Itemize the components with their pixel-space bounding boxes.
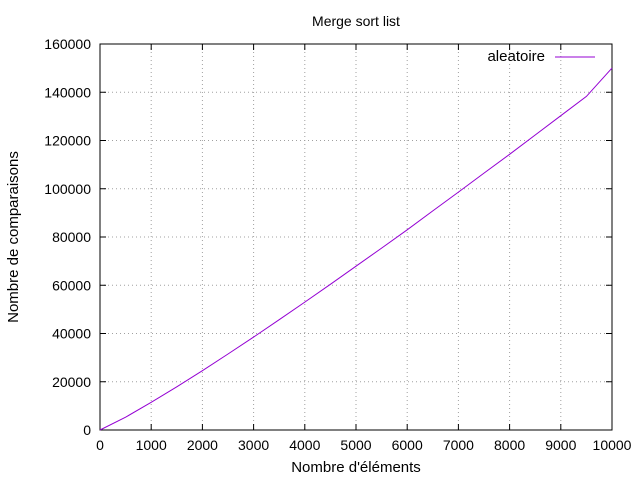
legend: aleatoire <box>487 48 595 65</box>
y-tick-labels: 0 20000 40000 60000 80000 100000 120000 140000 1… <box>44 36 91 438</box>
x-tick-label: 2000 <box>187 437 218 453</box>
y-tick-label: 0 <box>83 422 91 438</box>
y-tick-label: 40000 <box>52 326 91 342</box>
x-tick-label: 10000 <box>593 437 632 453</box>
y-tick-label: 120000 <box>44 133 91 149</box>
y-tick-label: 80000 <box>52 229 91 245</box>
chart-title: Merge sort list <box>312 13 400 29</box>
y-tick-label: 20000 <box>52 374 91 390</box>
y-axis-label: Nombre de comparaisons <box>5 151 22 323</box>
x-axis-label: Nombre d'éléments <box>291 459 421 476</box>
grid-lines <box>100 44 612 430</box>
x-tick-label: 9000 <box>545 437 576 453</box>
legend-label-aleatoire: aleatoire <box>487 48 545 65</box>
x-tick-label: 7000 <box>443 437 474 453</box>
x-tick-label: 1000 <box>136 437 167 453</box>
y-tick-label: 140000 <box>44 84 91 100</box>
y-tick-label: 160000 <box>44 36 91 52</box>
series-line-aleatoire <box>99 67 613 431</box>
x-tick-label: 6000 <box>392 437 423 453</box>
x-tick-label: 8000 <box>494 437 525 453</box>
x-tick-label: 5000 <box>340 437 371 453</box>
y-tick-label: 60000 <box>52 277 91 293</box>
x-tick-label: 0 <box>96 437 104 453</box>
y-tick-label: 100000 <box>44 181 91 197</box>
plot-frame <box>99 43 613 431</box>
x-tick-label: 4000 <box>289 437 320 453</box>
x-tick-label: 3000 <box>238 437 269 453</box>
x-tick-labels: 0 1000 2000 3000 4000 5000 6000 7000 8000 9000 100… <box>96 437 632 453</box>
series-layer <box>99 67 613 431</box>
